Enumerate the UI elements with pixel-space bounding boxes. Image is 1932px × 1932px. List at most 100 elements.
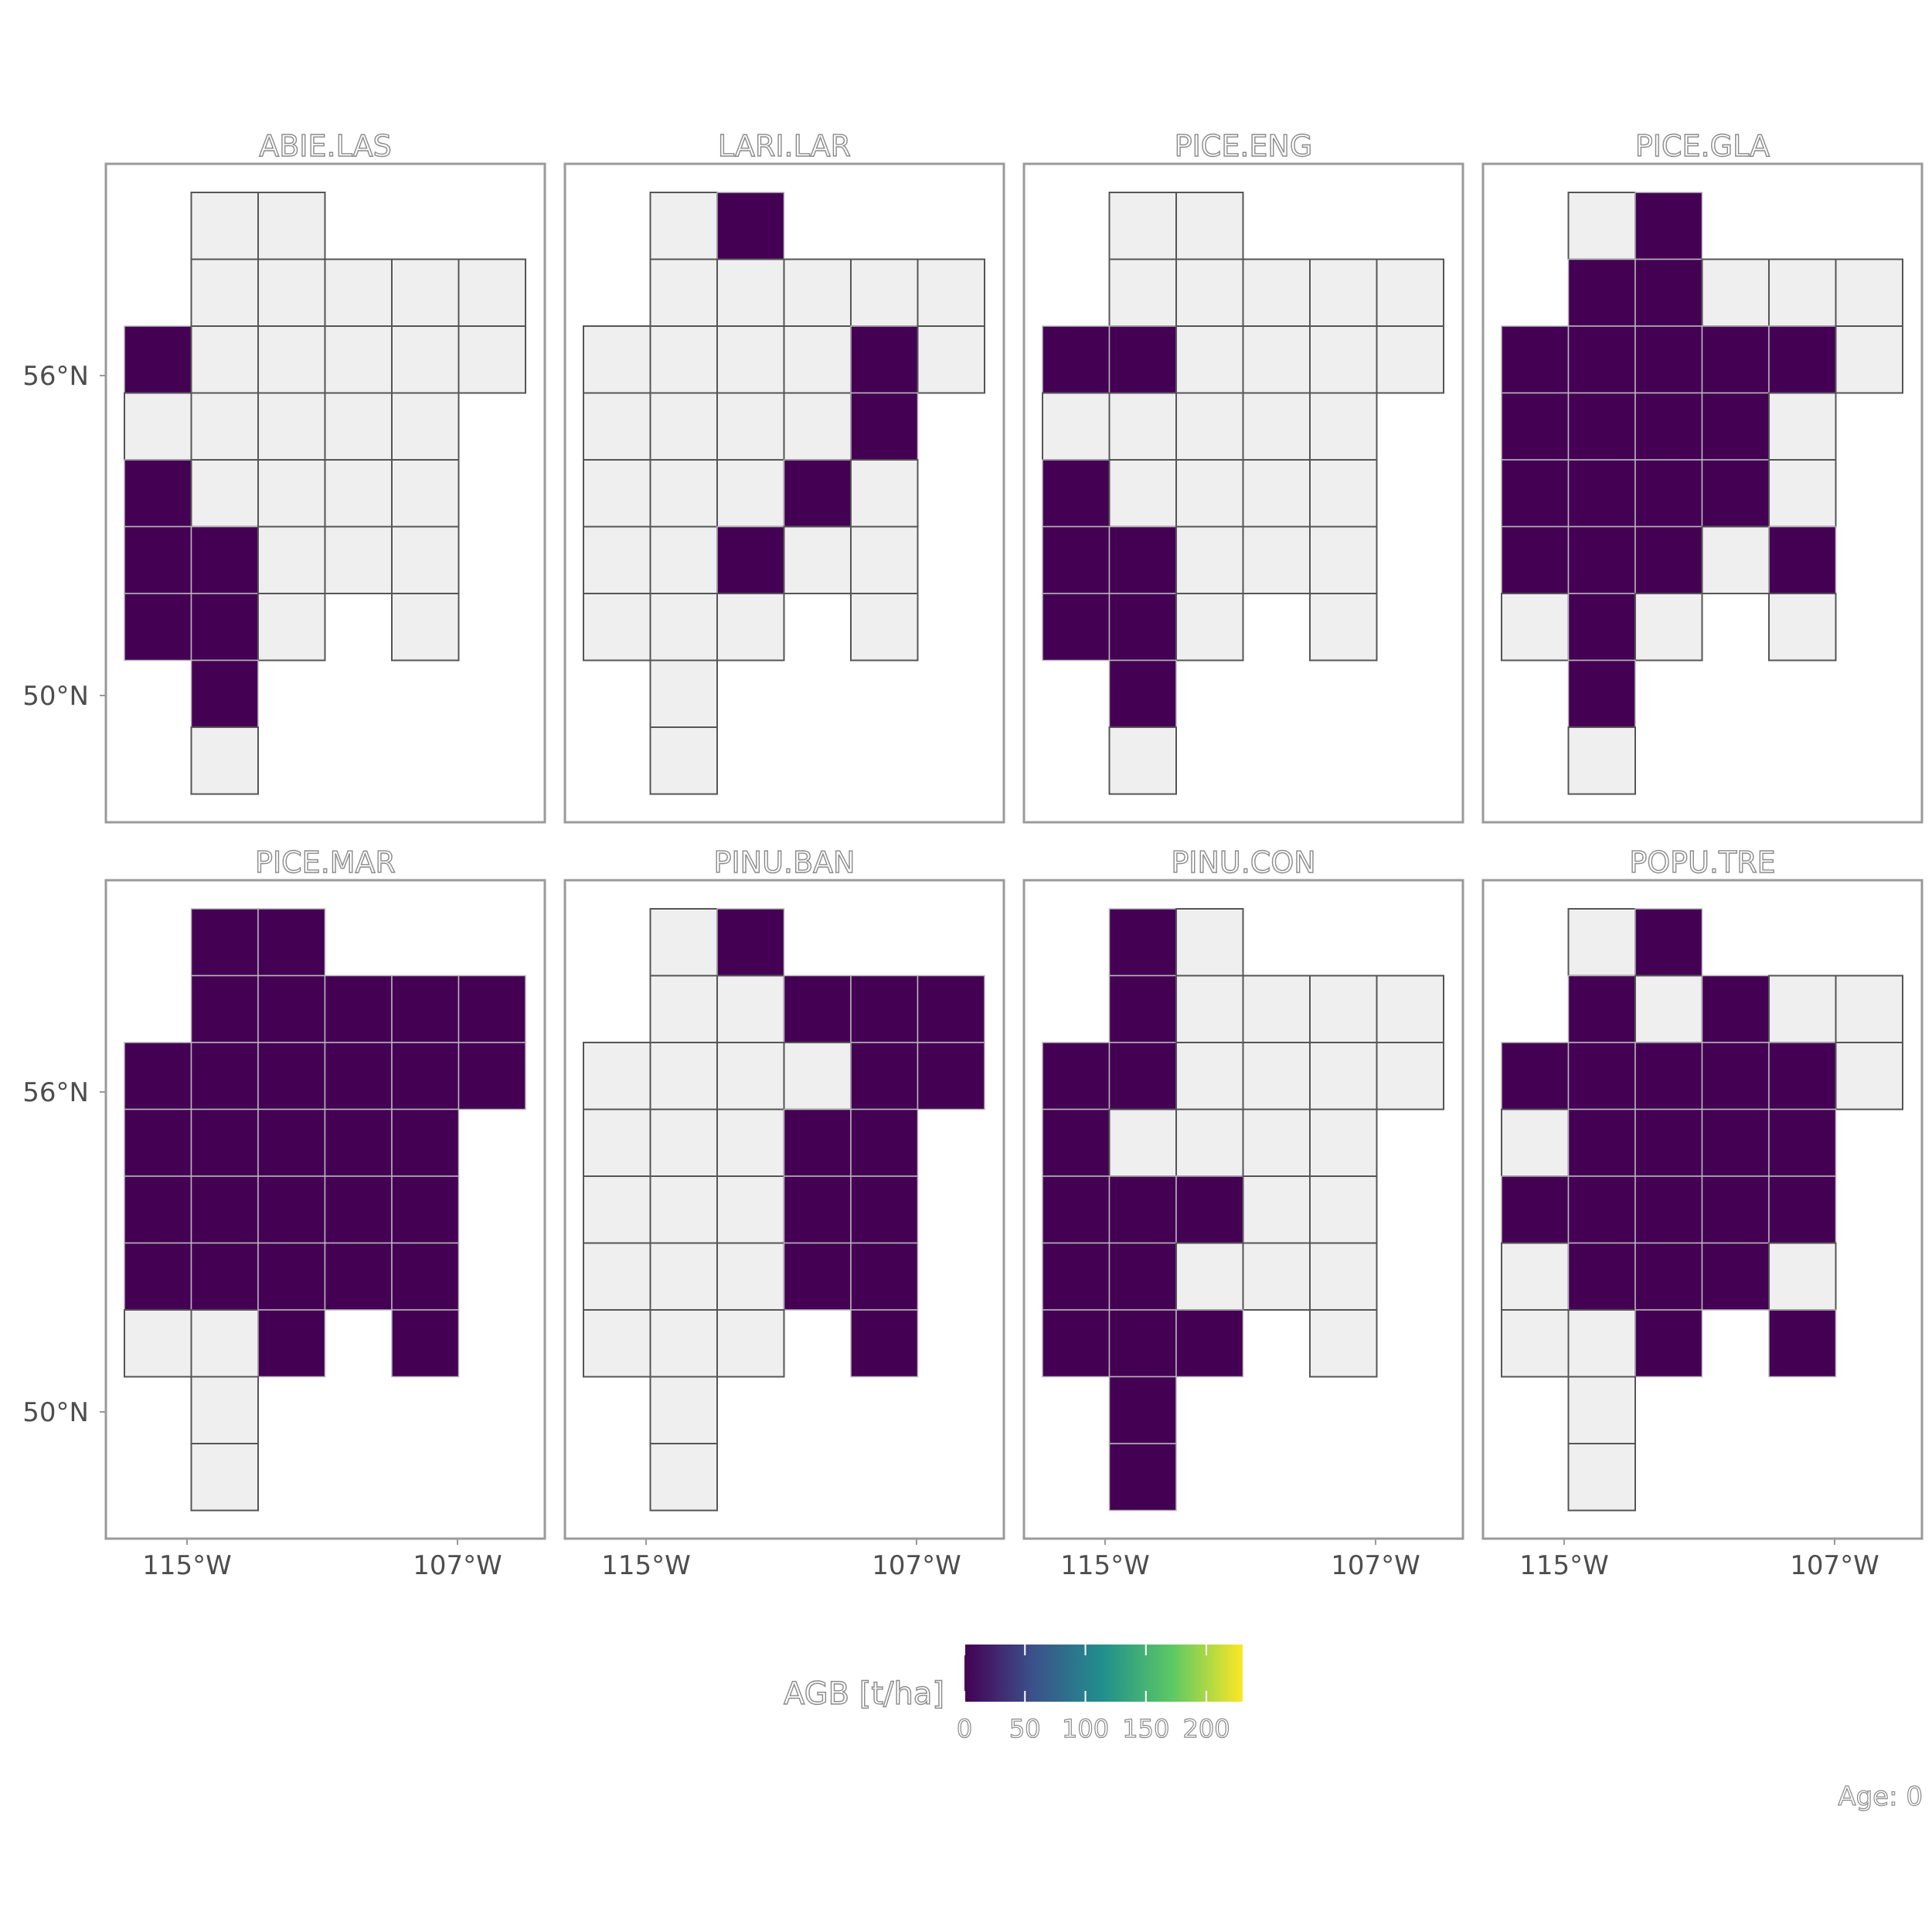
map-cell-agb [1701,459,1770,528]
map-cell-agb [1701,1042,1770,1111]
map-cell-agb [124,1242,192,1311]
map-cell-agb [850,325,919,394]
map-cell-empty [1768,392,1837,461]
map-cell-agb [1567,459,1636,528]
x-tick-label: 107°W [1331,1550,1420,1581]
map-cell-empty [190,192,259,260]
map-cell-empty [1242,258,1311,327]
map-cell-agb [1042,593,1111,662]
facet-strip-label: LARI.LAR [718,129,851,163]
legend-colorbar [964,1645,1243,1702]
map-cell-empty [1175,258,1244,327]
map-cell-empty [190,258,259,327]
map-cell-empty [391,258,460,327]
facet-panel-pice-gla: PICE.GLA [1481,128,1923,824]
map-cell-agb [1634,325,1703,394]
x-tick-label: 115°W [142,1550,232,1581]
map-cell-empty [1242,1042,1311,1111]
map-cell-agb [1768,325,1837,394]
map-cell-agb [1634,192,1703,260]
map-cell-empty [1108,1108,1177,1177]
map-cell-empty [1309,526,1378,594]
map-cell-empty [1242,1242,1311,1311]
map-cell-agb [1108,1443,1177,1512]
map-cell-agb [190,593,259,662]
map-cell-empty [649,1175,718,1244]
x-tick-label: 115°W [1519,1550,1609,1581]
map-cell-empty [716,1042,785,1111]
map-cell-empty [1175,392,1244,461]
map-cell-agb [1501,392,1570,461]
map-cell-empty [716,258,785,327]
map-cell-agb [391,1042,460,1111]
x-tick-label: 107°W [872,1550,961,1581]
map-cell-agb [1701,1108,1770,1177]
map-cell-empty [1835,325,1903,394]
map-cell-empty [1634,975,1703,1043]
map-cell-agb [257,1042,326,1111]
map-cell-agb [1108,1242,1177,1311]
panel-border [563,879,1005,1540]
map-cell-agb [1501,1042,1570,1111]
map-cell-empty [1242,392,1311,461]
map-cell-agb [1567,325,1636,394]
map-cell-empty [649,1309,718,1378]
map-cell-agb [850,1042,919,1111]
map-cell-empty [1768,975,1837,1043]
map-cell-empty [391,459,460,528]
map-cell-empty [257,258,326,327]
map-cell-empty [257,526,326,594]
map-cell-agb [124,325,192,394]
map-cell-agb [124,459,192,528]
facet-panel-pinu-con: PINU.CON [1022,845,1464,1540]
map-cell-empty [1567,1376,1636,1444]
y-tick-label: 50°N [22,1397,89,1428]
map-cell-empty [1309,975,1378,1043]
map-cell-agb [391,1242,460,1311]
map-cell-empty [1309,1108,1378,1177]
map-cell-agb [1768,1042,1837,1111]
map-cell-empty [1108,258,1177,327]
map-cell-agb [324,1042,393,1111]
map-cell-empty [1567,1443,1636,1512]
map-cell-empty [1309,459,1378,528]
map-cell-agb [1567,526,1636,594]
map-cell-empty [1309,258,1378,327]
facet-strip-label: PICE.GLA [1635,129,1770,163]
map-cell-empty [716,459,785,528]
map-cell-empty [324,526,393,594]
map-cell-agb [917,975,985,1043]
map-cell-empty [391,325,460,394]
map-cell-empty [391,593,460,662]
map-cell-empty [1175,192,1244,260]
map-cell-agb [1567,1042,1636,1111]
map-cell-empty [1835,1042,1903,1111]
map-cell-empty [1567,726,1636,795]
map-cell-agb [1634,1175,1703,1244]
facet-strip-label: PINU.CON [1171,845,1315,879]
map-cell-empty [716,1309,785,1378]
legend-ticks: 0 50 100 150 200 [956,1645,1230,1744]
legend-tick-label: 0 [957,1714,972,1743]
map-cell-empty [257,325,326,394]
map-cell-empty [716,1242,785,1311]
map-cell-agb [324,1108,393,1177]
map-cell-empty [783,1042,852,1111]
map-cell-empty [583,459,651,528]
map-cell-agb [850,1309,919,1378]
map-cell-empty [716,1175,785,1244]
map-cell-agb [850,392,919,461]
map-cell-empty [649,726,718,795]
map-cell-empty [1108,459,1177,528]
map-cell-empty [190,325,259,394]
map-cell-agb [783,1242,852,1311]
map-cell-agb [1768,526,1837,594]
map-cell-agb [1634,1042,1703,1111]
map-cell-empty [1242,459,1311,528]
map-cell-empty [583,325,651,394]
map-cell-agb [850,1108,919,1177]
map-cell-empty [1309,392,1378,461]
map-cell-agb [1701,1242,1770,1311]
map-cell-empty [583,1309,651,1378]
